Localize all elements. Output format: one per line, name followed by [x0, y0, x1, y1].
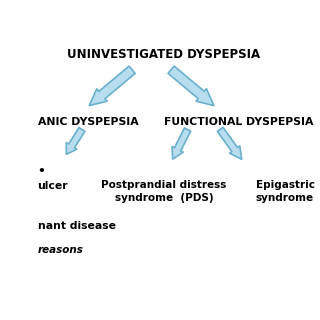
Text: FUNCTIONAL DYSPEPSIA: FUNCTIONAL DYSPEPSIA [164, 117, 313, 127]
Text: ulcer: ulcer [37, 181, 68, 191]
Text: Postprandial distress
syndrome  (PDS): Postprandial distress syndrome (PDS) [101, 180, 227, 203]
Text: •: • [37, 165, 45, 178]
Text: reasons: reasons [37, 245, 84, 255]
Text: ANIC DYSPEPSIA: ANIC DYSPEPSIA [37, 117, 138, 127]
Text: UNINVESTIGATED DYSPEPSIA: UNINVESTIGATED DYSPEPSIA [68, 48, 260, 61]
Text: Epigastric
syndrome: Epigastric syndrome [256, 180, 315, 203]
Text: nant disease: nant disease [37, 221, 116, 231]
